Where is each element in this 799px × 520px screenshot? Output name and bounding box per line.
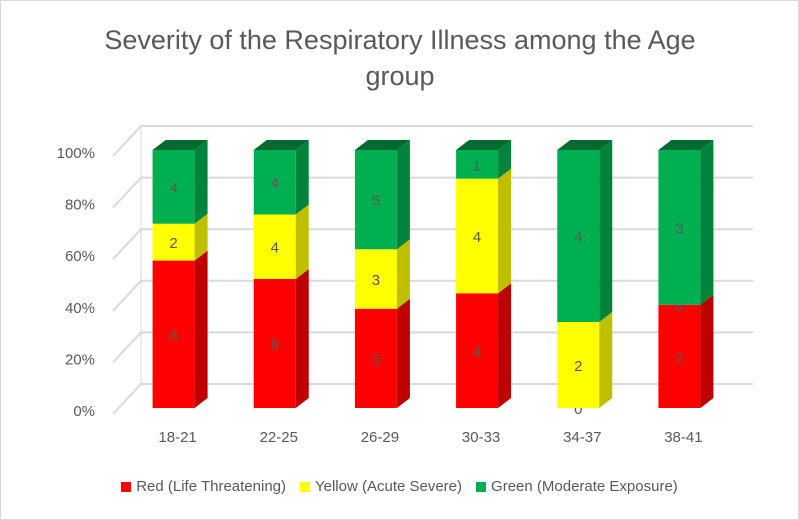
bar-segment xyxy=(456,293,499,408)
bar-segment xyxy=(354,308,397,408)
data-label: 8 xyxy=(169,327,177,344)
bar-side xyxy=(194,140,208,224)
bar-side xyxy=(700,140,714,305)
bar-side xyxy=(396,140,410,250)
x-tick-label: 18-21 xyxy=(158,429,196,446)
grid-line xyxy=(112,176,753,209)
bar-top xyxy=(354,140,410,150)
data-label: 0 xyxy=(675,298,683,315)
data-label: 4 xyxy=(473,229,481,246)
chart-title: Severity of the Respiratory Illness amon… xyxy=(104,25,696,91)
bar-side xyxy=(295,140,309,215)
grid-line xyxy=(112,279,753,312)
y-tick-label: 80% xyxy=(65,197,95,214)
legend-swatch xyxy=(476,481,487,492)
data-label: 4 xyxy=(169,180,177,197)
legend: Red (Life Threatening) Yellow (Acute Seve… xyxy=(0,478,799,495)
bar-side xyxy=(295,204,309,279)
bar-segment xyxy=(253,279,296,408)
bar-top xyxy=(557,140,613,150)
legend-item: Red (Life Threatening) xyxy=(121,478,286,495)
bar-side xyxy=(396,298,410,408)
grid-line xyxy=(112,228,753,260)
bar-segment xyxy=(253,214,296,279)
y-tick-label: 40% xyxy=(65,300,95,317)
grid-line xyxy=(112,331,753,364)
data-label: 3 xyxy=(372,272,380,289)
bar-segment xyxy=(557,322,600,408)
bar-side xyxy=(498,140,512,179)
data-label: 4 xyxy=(473,344,481,361)
data-label: 0 xyxy=(574,401,582,418)
bar-segment xyxy=(253,150,296,215)
bar-side xyxy=(498,283,512,408)
bar-top xyxy=(456,140,512,150)
bar-segment xyxy=(354,249,397,309)
data-label: 5 xyxy=(372,351,380,368)
bar-segment xyxy=(557,150,600,322)
bar-side xyxy=(498,168,512,294)
y-tick-label: 20% xyxy=(65,351,95,368)
data-label: 2 xyxy=(675,349,683,366)
data-label: 4 xyxy=(271,175,279,192)
bar-segment xyxy=(658,150,701,305)
bar-side xyxy=(599,312,613,408)
data-label: 2 xyxy=(169,235,177,252)
bar-top xyxy=(253,140,309,150)
legend-item: Green (Moderate Exposure) xyxy=(476,478,678,495)
bar-segment xyxy=(456,150,499,179)
legend-item: Yellow (Acute Severe) xyxy=(300,478,462,495)
bar-top xyxy=(658,140,714,150)
bar-segment xyxy=(658,304,701,408)
data-label: 2 xyxy=(574,358,582,375)
legend-label: Green (Moderate Exposure) xyxy=(491,478,678,495)
bar-segment xyxy=(354,150,397,250)
bar-segment xyxy=(152,260,195,408)
x-tick-label: 30-33 xyxy=(462,429,500,446)
data-label: 4 xyxy=(271,240,279,257)
y-tick-label: 0% xyxy=(73,403,95,420)
bar-side xyxy=(700,294,714,408)
x-tick-label: 26-29 xyxy=(361,429,399,446)
bar-segment xyxy=(456,178,499,294)
legend-label: Yellow (Acute Severe) xyxy=(315,478,463,495)
x-tick-label: 22-25 xyxy=(260,429,298,446)
bar-top xyxy=(152,140,208,150)
bar-side xyxy=(599,140,613,322)
bar-side xyxy=(194,250,208,408)
legend-label: Red (Life Threatening) xyxy=(136,478,286,495)
x-tick-label: 38-41 xyxy=(664,429,702,446)
x-tick-label: 34-37 xyxy=(563,429,601,446)
bar-segment xyxy=(152,150,195,224)
bar-side xyxy=(295,269,309,408)
grid-line xyxy=(112,125,753,157)
data-label: 4 xyxy=(574,229,582,246)
data-label: 5 xyxy=(372,193,380,210)
legend-swatch xyxy=(121,481,132,492)
bar-side xyxy=(194,213,208,261)
legend-swatch xyxy=(300,481,310,492)
data-label: 1 xyxy=(473,157,481,174)
data-label: 8 xyxy=(271,336,279,353)
y-tick-label: 100% xyxy=(57,145,95,162)
data-label: 3 xyxy=(675,220,683,237)
bar-segment xyxy=(152,223,195,261)
y-tick-label: 60% xyxy=(65,248,95,265)
grid-line xyxy=(112,383,753,415)
bar-side xyxy=(396,239,410,309)
